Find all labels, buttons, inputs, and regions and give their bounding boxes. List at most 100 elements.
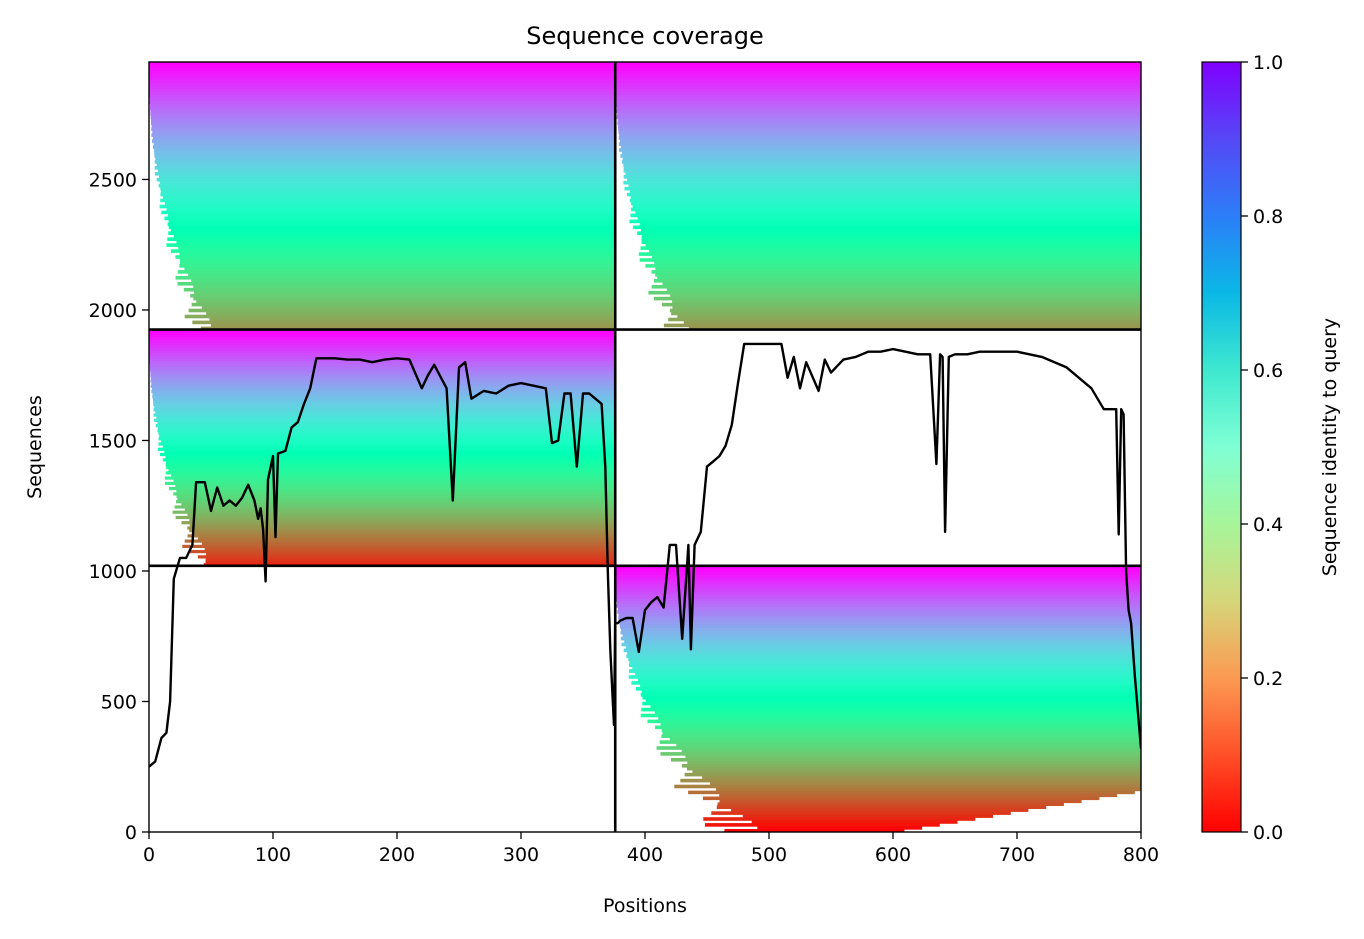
coverage-line	[149, 342, 1141, 768]
heatmap-row	[174, 505, 616, 509]
heatmap-row	[177, 497, 616, 501]
heatmap-row	[645, 698, 1141, 703]
heatmap-row	[702, 796, 1100, 801]
heatmap-row	[152, 139, 616, 143]
heatmap-row	[159, 175, 616, 179]
heatmap-row	[719, 793, 1118, 798]
heatmap-row	[615, 70, 1141, 75]
heatmap-row	[659, 740, 1141, 744]
heatmap-row	[173, 479, 616, 483]
heatmap-row	[622, 157, 1141, 161]
heatmap-row	[205, 560, 616, 564]
heatmap-row	[616, 109, 1141, 114]
heatmap-row	[180, 261, 616, 265]
heatmap-row	[618, 124, 1141, 128]
heatmap-row	[160, 192, 616, 197]
heatmap-row	[149, 363, 616, 367]
heatmap-row	[149, 337, 616, 341]
heatmap-row	[711, 811, 1011, 815]
heatmap-row	[669, 308, 1141, 313]
heatmap-row	[179, 264, 616, 268]
heatmap-row	[615, 583, 1141, 588]
heatmap-row	[621, 145, 1141, 149]
heatmap-row	[176, 240, 616, 244]
heatmap-row	[681, 749, 1141, 753]
heatmap-row	[615, 580, 1141, 585]
heatmap-row	[618, 616, 1141, 620]
identity-heatmap	[149, 62, 1141, 832]
heatmap-row	[153, 413, 616, 417]
heatmap-row	[641, 228, 1141, 233]
heatmap-row	[632, 204, 1141, 209]
heatmap-row	[618, 136, 1141, 140]
heatmap-row	[627, 651, 1141, 656]
heatmap-row	[647, 719, 1141, 724]
heatmap-row	[158, 437, 616, 441]
heatmap-row	[724, 829, 905, 832]
heatmap-row	[717, 802, 1064, 806]
colorbar-label: Sequence identity to query	[1319, 318, 1341, 576]
heatmap-row	[169, 487, 616, 491]
heatmap-row	[655, 273, 1141, 277]
heatmap-row	[676, 743, 1141, 747]
heatmap-row	[618, 142, 1141, 146]
colorbar-tick-label: 1.0	[1253, 52, 1283, 74]
heatmap-row	[151, 133, 616, 137]
heatmap-row	[176, 494, 616, 499]
heatmap-row	[615, 67, 1141, 72]
heatmap-row	[620, 624, 1141, 629]
heatmap-row	[615, 577, 1141, 582]
heatmap-row	[615, 85, 1141, 90]
heatmap-row	[616, 115, 1141, 120]
heatmap-row	[191, 302, 616, 307]
heatmap-row	[615, 82, 1141, 87]
x-tick-label: 0	[143, 844, 155, 866]
heatmap-row	[663, 323, 1141, 328]
heatmap-row	[631, 207, 1141, 212]
heatmap-row	[630, 195, 1141, 200]
heatmap-row	[168, 468, 616, 472]
heatmap-row	[197, 555, 616, 559]
heatmap-row	[615, 574, 1141, 579]
heatmap-row	[635, 210, 1141, 215]
heatmap-row	[209, 317, 616, 322]
colorbar-tick-label: 0.0	[1253, 822, 1283, 844]
heatmap-row	[168, 219, 616, 224]
colorbar-tick-label: 0.2	[1253, 668, 1283, 690]
heatmap-row	[705, 823, 940, 827]
heatmap-row	[153, 136, 616, 140]
heatmap-row	[155, 157, 616, 161]
x-axis: 0 100 200 300 400 500 600 700 800	[143, 832, 1159, 866]
heatmap-row	[157, 429, 616, 433]
heatmap-row	[190, 550, 616, 554]
heatmap-row	[629, 198, 1141, 203]
heatmap-row	[172, 510, 616, 514]
heatmap-row	[184, 508, 616, 512]
heatmap-row	[656, 746, 1141, 750]
heatmap-row	[188, 308, 616, 313]
heatmap-row	[154, 405, 616, 409]
heatmap-row	[677, 314, 1141, 319]
heatmap-row	[149, 67, 616, 72]
heatmap-row	[660, 752, 1141, 756]
heatmap-row	[626, 654, 1141, 659]
heatmap-row	[149, 76, 616, 81]
heatmap-row	[731, 808, 1029, 812]
heatmap-row	[149, 62, 616, 66]
heatmap-row	[175, 255, 616, 259]
heatmap-row	[210, 323, 616, 328]
heatmap-row	[153, 397, 616, 401]
heatmap-row	[149, 355, 616, 359]
heatmap-row	[157, 421, 616, 425]
heatmap-row	[642, 695, 1141, 700]
heatmap-row	[623, 180, 1141, 185]
heatmap-row	[171, 473, 616, 478]
heatmap-row	[170, 228, 616, 233]
heatmap-row	[152, 395, 616, 399]
heatmap-row	[619, 622, 1141, 626]
heatmap-row	[193, 531, 616, 535]
heatmap-row	[703, 817, 976, 821]
heatmap-row	[149, 79, 616, 84]
heatmap-row	[628, 657, 1141, 662]
heatmap-row	[152, 387, 616, 391]
